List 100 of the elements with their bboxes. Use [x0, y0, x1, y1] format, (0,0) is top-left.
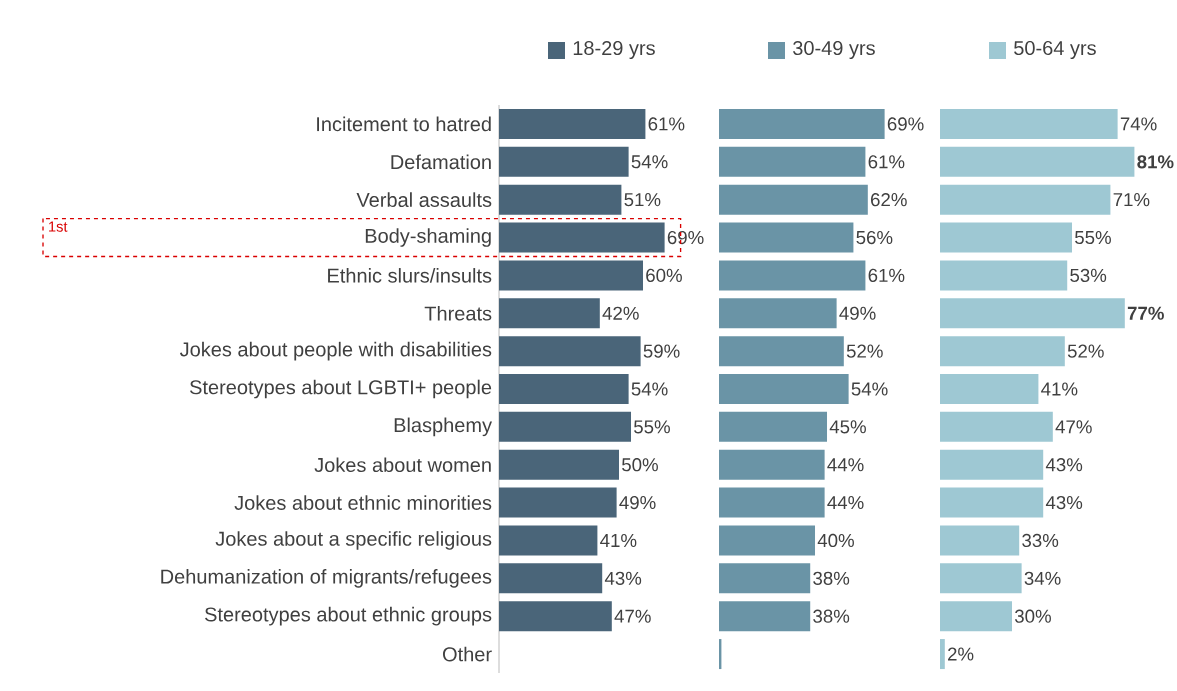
data-label: 71% — [1113, 193, 1150, 207]
bar — [719, 487, 825, 518]
data-label: 49% — [839, 306, 876, 320]
bar — [499, 336, 641, 367]
legend-label: 30-49 yrs — [793, 40, 875, 60]
bar — [719, 525, 816, 556]
y-tick-label: Blasphemy — [394, 417, 493, 437]
bar — [499, 525, 598, 556]
y-tick-label: Dehumanization of migrants/refugees — [161, 569, 492, 588]
bar — [719, 222, 854, 253]
data-label: 61% — [648, 117, 685, 131]
data-label: 62% — [871, 193, 907, 207]
y-tick-label: Jokes about a specific religious — [215, 531, 492, 550]
data-label: 55% — [1075, 230, 1111, 245]
data-label: 53% — [1070, 268, 1107, 283]
data-label: 59% — [643, 344, 680, 358]
data-label: 51% — [624, 193, 661, 207]
bar — [719, 373, 849, 404]
data-label: 47% — [1055, 420, 1092, 434]
data-label: 56% — [856, 230, 893, 245]
bar — [499, 146, 629, 177]
bar — [940, 525, 1020, 556]
data-label: 54% — [851, 382, 888, 396]
text: 1st — [49, 221, 68, 232]
bar — [940, 146, 1135, 177]
bar — [719, 260, 866, 291]
legend-label: 18-29 yrs — [573, 40, 655, 60]
data-label: 42% — [602, 306, 639, 320]
data-label: 52% — [846, 344, 883, 358]
y-tick-label: Incitement to hatred — [317, 116, 491, 132]
data-label: 77% — [1127, 306, 1164, 320]
bar — [719, 184, 868, 215]
bar — [499, 184, 622, 215]
y-tick-label: Stereotypes about ethnic groups — [205, 606, 492, 626]
bar — [940, 373, 1039, 404]
bar — [499, 601, 612, 632]
data-label: 41% — [1041, 382, 1078, 396]
data-label: 44% — [827, 496, 864, 510]
data-label: 50% — [622, 458, 658, 472]
data-label: 43% — [1045, 495, 1083, 510]
data-label: 61% — [868, 155, 905, 169]
data-label: 40% — [817, 533, 854, 548]
bar — [499, 373, 629, 404]
y-tick-label: Stereotypes about LGBTI+ people — [189, 379, 492, 399]
bar — [719, 108, 885, 139]
bar — [940, 487, 1044, 518]
bar — [940, 563, 1022, 594]
bar — [499, 108, 646, 139]
data-label: 45% — [829, 420, 866, 434]
data-label: 38% — [813, 609, 850, 623]
legend-label: 50-64 yrs — [1014, 40, 1096, 60]
bar — [499, 449, 620, 480]
data-label: 74% — [1120, 117, 1157, 131]
bar — [940, 108, 1118, 139]
y-tick-label: Verbal assaults — [356, 192, 492, 207]
bar — [940, 639, 945, 670]
data-label: 55% — [634, 420, 670, 434]
bar — [940, 411, 1053, 442]
bar — [940, 298, 1125, 329]
y-tick-label: Threats — [424, 305, 492, 321]
y-tick-label: Ethnic slurs/insults — [328, 268, 492, 283]
data-label: 54% — [631, 382, 668, 396]
bar — [940, 601, 1013, 632]
bar — [719, 563, 811, 594]
bar — [940, 260, 1068, 291]
data-label: 38% — [813, 571, 850, 585]
data-label: 81% — [1137, 155, 1174, 169]
data-label: 30% — [1014, 609, 1051, 623]
bar — [719, 146, 866, 177]
data-label: 44% — [827, 458, 864, 472]
y-tick-label: Jokes about ethnic minorities — [234, 495, 492, 510]
data-label: 41% — [600, 533, 637, 547]
bar — [499, 563, 603, 594]
data-label: 54% — [631, 155, 668, 169]
data-label: 52% — [1067, 344, 1104, 358]
data-label: 60% — [646, 268, 682, 283]
bar — [719, 601, 811, 632]
data-label: 2% — [948, 647, 974, 661]
bar — [940, 449, 1044, 480]
data-label: 49% — [619, 495, 656, 510]
bar — [719, 449, 825, 480]
bar — [499, 260, 644, 291]
bar — [719, 298, 837, 329]
data-label: 69% — [887, 117, 924, 131]
data-label: 43% — [604, 571, 642, 585]
y-tick-label: Jokes about people with disabilities — [179, 341, 492, 361]
bar — [499, 411, 632, 442]
data-label: 33% — [1022, 533, 1059, 548]
data-label: 47% — [614, 609, 651, 623]
bar — [499, 298, 600, 329]
bar — [719, 411, 828, 442]
y-tick-label: Jokes about women — [314, 457, 491, 473]
y-tick-label: Body-shaming — [365, 228, 491, 247]
bar — [719, 336, 844, 367]
data-label: 69% — [667, 230, 704, 245]
bar — [940, 222, 1073, 253]
data-label: 61% — [868, 268, 905, 283]
bar — [499, 487, 617, 518]
y-tick-label: Other — [442, 646, 492, 662]
bar — [940, 184, 1111, 215]
